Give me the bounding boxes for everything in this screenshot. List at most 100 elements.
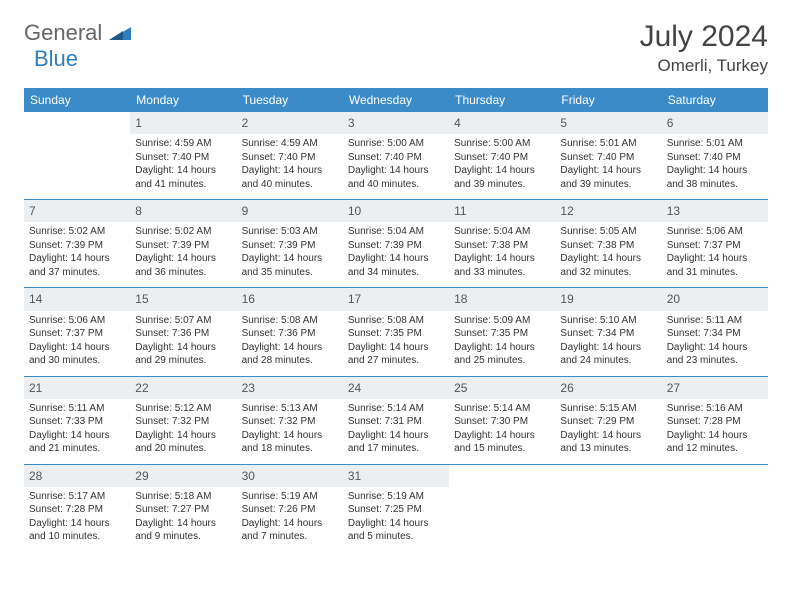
day-number: 7 [24,200,130,222]
sunrise-line: Sunrise: 5:00 AM [454,137,550,151]
weekday-header: Wednesday [343,88,449,112]
daylight-line: Daylight: 14 hours and 24 minutes. [560,341,656,368]
sunrise-line: Sunrise: 5:08 AM [348,314,444,328]
sunrise-line: Sunrise: 5:13 AM [242,402,338,416]
day-number: 19 [555,288,661,310]
day-number: 3 [343,112,449,134]
header: General Blue July 2024 Omerli, Turkey [24,20,768,76]
sunset-line: Sunset: 7:36 PM [242,327,338,341]
sunrise-line: Sunrise: 5:06 AM [29,314,125,328]
day-number: 12 [555,200,661,222]
calendar-day-cell: 14Sunrise: 5:06 AMSunset: 7:37 PMDayligh… [24,288,130,376]
day-number: 28 [24,465,130,487]
day-number: 23 [237,377,343,399]
day-details: Sunrise: 5:06 AMSunset: 7:37 PMDaylight:… [28,314,126,368]
day-number: 17 [343,288,449,310]
sunrise-line: Sunrise: 5:18 AM [135,490,231,504]
weekday-header: Monday [130,88,236,112]
daylight-line: Daylight: 14 hours and 41 minutes. [135,164,231,191]
calendar-day-cell: 28 Sunrise: 5:17 AMSunset: 7:28 PMDayligh… [24,464,130,552]
day-number: 31 [343,465,449,487]
calendar-day-cell: 16Sunrise: 5:08 AMSunset: 7:36 PMDayligh… [237,288,343,376]
day-number: 18 [449,288,555,310]
day-details: Sunrise: 5:12 AMSunset: 7:32 PMDaylight:… [134,402,232,456]
sunset-line: Sunset: 7:34 PM [560,327,656,341]
day-details: Sunrise: 5:13 AMSunset: 7:32 PMDaylight:… [241,402,339,456]
day-number: 26 [555,377,661,399]
day-number: 15 [130,288,236,310]
day-details: Sunrise: 5:03 AMSunset: 7:39 PMDaylight:… [241,225,339,279]
calendar-day-cell: 10 Sunrise: 5:04 AMSunset: 7:39 PMDayligh… [343,200,449,288]
calendar-day-cell: 9Sunrise: 5:03 AMSunset: 7:39 PMDaylight… [237,200,343,288]
daylight-line: Daylight: 14 hours and 37 minutes. [29,252,125,279]
day-number: 29 [130,465,236,487]
calendar-day-cell: 2Sunrise: 4:59 AMSunset: 7:40 PMDaylight… [237,112,343,200]
calendar-day-cell: 21Sunrise: 5:11 AMSunset: 7:33 PMDayligh… [24,376,130,464]
day-details: Sunrise: 5:05 AMSunset: 7:38 PMDaylight:… [559,225,657,279]
calendar-day-cell: 27Sunrise: 5:16 AMSunset: 7:28 PMDayligh… [662,376,768,464]
sunrise-line: Sunrise: 5:10 AM [560,314,656,328]
sunrise-line: Sunrise: 5:09 AM [454,314,550,328]
sunset-line: Sunset: 7:40 PM [348,151,444,165]
sunrise-line: Sunrise: 5:15 AM [560,402,656,416]
sunrise-line: Sunrise: 5:02 AM [29,225,125,239]
sunrise-line: Sunrise: 5:14 AM [348,402,444,416]
day-details: Sunrise: 5:04 AMSunset: 7:39 PMDaylight:… [347,225,445,279]
sunset-line: Sunset: 7:32 PM [135,415,231,429]
sunrise-line: Sunrise: 5:11 AM [667,314,763,328]
day-number: 20 [662,288,768,310]
day-details: Sunrise: 5:08 AMSunset: 7:36 PMDaylight:… [241,314,339,368]
daylight-line: Daylight: 14 hours and 13 minutes. [560,429,656,456]
day-details: Sunrise: 5:16 AMSunset: 7:28 PMDaylight:… [666,402,764,456]
weekday-header: Thursday [449,88,555,112]
sunset-line: Sunset: 7:40 PM [454,151,550,165]
day-details: Sunrise: 5:17 AMSunset: 7:28 PMDaylight:… [28,490,126,544]
daylight-line: Daylight: 14 hours and 40 minutes. [242,164,338,191]
day-details: Sunrise: 5:15 AMSunset: 7:29 PMDaylight:… [559,402,657,456]
daylight-line: Daylight: 14 hours and 27 minutes. [348,341,444,368]
calendar-day-cell: 19 Sunrise: 5:10 AMSunset: 7:34 PMDayligh… [555,288,661,376]
daylight-line: Daylight: 14 hours and 34 minutes. [348,252,444,279]
calendar-day-cell: 12 Sunrise: 5:05 AMSunset: 7:38 PMDayligh… [555,200,661,288]
calendar-week-row: 14Sunrise: 5:06 AMSunset: 7:37 PMDayligh… [24,288,768,376]
daylight-line: Daylight: 14 hours and 20 minutes. [135,429,231,456]
day-number: 10 [343,200,449,222]
day-details: Sunrise: 5:11 AMSunset: 7:34 PMDaylight:… [666,314,764,368]
sunset-line: Sunset: 7:28 PM [29,503,125,517]
day-details: Sunrise: 5:19 AMSunset: 7:25 PMDaylight:… [347,490,445,544]
day-details: Sunrise: 5:00 AMSunset: 7:40 PMDaylight:… [453,137,551,191]
sunrise-line: Sunrise: 5:04 AM [454,225,550,239]
daylight-line: Daylight: 14 hours and 10 minutes. [29,517,125,544]
sunrise-line: Sunrise: 4:59 AM [135,137,231,151]
logo-triangle-icon [109,24,131,45]
calendar-day-cell: 18Sunrise: 5:09 AMSunset: 7:35 PMDayligh… [449,288,555,376]
logo-text-blue: Blue [34,46,78,71]
sunset-line: Sunset: 7:40 PM [560,151,656,165]
sunrise-line: Sunrise: 5:05 AM [560,225,656,239]
daylight-line: Daylight: 14 hours and 7 minutes. [242,517,338,544]
day-number: 1 [130,112,236,134]
sunrise-line: Sunrise: 5:11 AM [29,402,125,416]
daylight-line: Daylight: 14 hours and 29 minutes. [135,341,231,368]
calendar-day-cell: 31 Sunrise: 5:19 AMSunset: 7:25 PMDayligh… [343,464,449,552]
sunrise-line: Sunrise: 5:00 AM [348,137,444,151]
daylight-line: Daylight: 14 hours and 32 minutes. [560,252,656,279]
calendar-day-cell: 22Sunrise: 5:12 AMSunset: 7:32 PMDayligh… [130,376,236,464]
sunset-line: Sunset: 7:39 PM [135,239,231,253]
sunset-line: Sunset: 7:25 PM [348,503,444,517]
calendar-day-cell: 25Sunrise: 5:14 AMSunset: 7:30 PMDayligh… [449,376,555,464]
calendar-week-row: 21Sunrise: 5:11 AMSunset: 7:33 PMDayligh… [24,376,768,464]
day-details: Sunrise: 5:01 AMSunset: 7:40 PMDaylight:… [559,137,657,191]
daylight-line: Daylight: 14 hours and 5 minutes. [348,517,444,544]
sunset-line: Sunset: 7:39 PM [242,239,338,253]
sunrise-line: Sunrise: 5:02 AM [135,225,231,239]
day-details: Sunrise: 4:59 AMSunset: 7:40 PMDaylight:… [241,137,339,191]
day-details: Sunrise: 5:14 AMSunset: 7:31 PMDaylight:… [347,402,445,456]
calendar-day-cell: 4Sunrise: 5:00 AMSunset: 7:40 PMDaylight… [449,112,555,200]
day-details: Sunrise: 5:01 AMSunset: 7:40 PMDaylight:… [666,137,764,191]
calendar-day-cell: 15Sunrise: 5:07 AMSunset: 7:36 PMDayligh… [130,288,236,376]
calendar-day-cell [555,464,661,552]
day-number: 8 [130,200,236,222]
weekday-header-row: SundayMondayTuesdayWednesdayThursdayFrid… [24,88,768,112]
calendar-body: 1Sunrise: 4:59 AMSunset: 7:40 PMDaylight… [24,112,768,552]
